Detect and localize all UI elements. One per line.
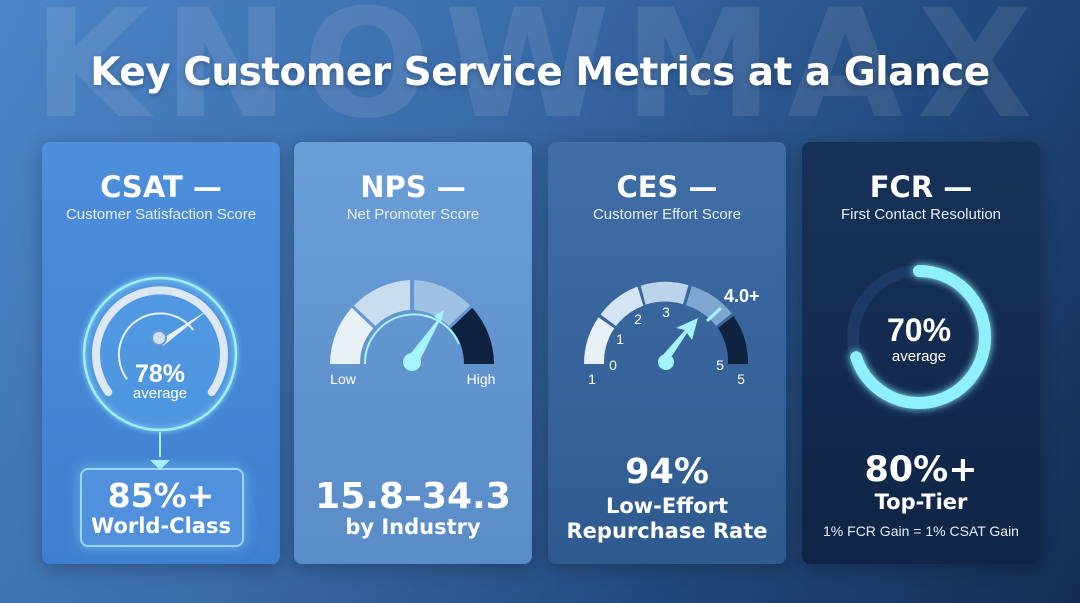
- csat-gauge-ring: [82, 276, 238, 432]
- fcr-gauge-caption: average: [892, 348, 946, 365]
- csat-gauge-inner-arc: [117, 312, 194, 380]
- ces-tick-7: 5: [737, 371, 745, 387]
- nps-gauge: Low High: [330, 280, 496, 387]
- ces-highlight-label-1: Low-Effort: [605, 494, 729, 518]
- ces-tick-2: 0: [609, 357, 617, 373]
- fcr-subtitle: First Contact Resolution: [840, 206, 1002, 223]
- csat-gauge-track: [92, 286, 228, 397]
- fcr-gauge: 70% average: [847, 265, 991, 409]
- ces-segment-2: [600, 286, 644, 326]
- ces-needle-hub: [658, 354, 674, 370]
- nps-title: NPS —: [360, 170, 466, 204]
- csat-title: CSAT —: [100, 170, 222, 204]
- ces-title: CES —: [616, 170, 718, 204]
- watermark-knowmax: KNOWMAX: [33, 0, 1047, 152]
- csat-connector-pointer: [150, 460, 170, 470]
- nps-needle-tip: [434, 310, 444, 322]
- nps-segment-2: [353, 280, 410, 326]
- nps-highlight-value: 15.8–34.3: [315, 476, 511, 517]
- nps-card: NPS — Net Promoter Score Low High 15.8–3…: [294, 142, 532, 564]
- csat-highlight-label: World-Class: [91, 514, 231, 538]
- ces-tick-4: 2: [634, 311, 642, 327]
- ces-highlight-label-2: Repurchase Rate: [566, 519, 768, 543]
- ces-segment-4: [686, 286, 732, 326]
- ces-tick-3: 1: [616, 331, 624, 347]
- nps-inner-arc: [363, 313, 460, 365]
- csat-highlight-box: [80, 468, 244, 547]
- nps-subtitle: Net Promoter Score: [346, 206, 480, 223]
- page-title: Key Customer Service Metrics at a Glance: [90, 50, 990, 95]
- ces-highlight-value: 94%: [625, 452, 709, 492]
- ces-subtitle: Customer Effort Score: [592, 206, 742, 223]
- fcr-highlight-label: Top-Tier: [874, 490, 968, 514]
- ces-gauge: 1 0 1 2 3 5 5 4.0+: [584, 281, 760, 387]
- ces-tick-5: 3: [662, 304, 670, 320]
- ces-marker-line: [705, 306, 723, 323]
- nps-segment-4: [450, 307, 494, 364]
- csat-gauge: 78% average: [82, 276, 238, 470]
- nps-needle-hub: [403, 353, 421, 371]
- csat-highlight-value: 85%+: [107, 476, 215, 515]
- csat-needle: [160, 310, 208, 346]
- fcr-footnote: 1% FCR Gain = 1% CSAT Gain: [823, 523, 1019, 539]
- ces-marker-label: 4.0+: [724, 286, 760, 306]
- csat-gauge-value: 78%: [135, 360, 185, 388]
- fcr-card: FCR — First Contact Resolution 70% avera…: [802, 142, 1040, 564]
- ces-segment-1: [584, 317, 615, 364]
- ces-segment-5: [718, 316, 749, 364]
- fcr-highlight-value: 80%+: [864, 450, 978, 490]
- fcr-gauge-value: 70%: [887, 312, 951, 348]
- ces-needle: [662, 318, 698, 362]
- csat-subtitle: Customer Satisfaction Score: [65, 206, 257, 223]
- fcr-title: FCR —: [869, 170, 973, 204]
- nps-high-label: High: [467, 371, 496, 387]
- nps-needle: [407, 312, 444, 366]
- nps-low-label: Low: [330, 371, 357, 387]
- csat-card: CSAT — Customer Satisfaction Score 78% a…: [42, 142, 280, 564]
- nps-segment-1: [330, 307, 374, 364]
- ces-tick-1: 1: [588, 371, 596, 387]
- csat-gauge-caption: average: [133, 385, 187, 402]
- ces-card: CES — Customer Effort Score 1 0 1 2 3 5 …: [548, 142, 786, 564]
- ces-segment-3: [640, 281, 689, 305]
- nps-segment-3: [414, 280, 471, 326]
- fcr-ring-progress: [847, 265, 991, 409]
- ces-tick-6: 5: [716, 357, 724, 373]
- nps-highlight-label: by Industry: [345, 515, 481, 539]
- csat-needle-hub: [151, 330, 167, 346]
